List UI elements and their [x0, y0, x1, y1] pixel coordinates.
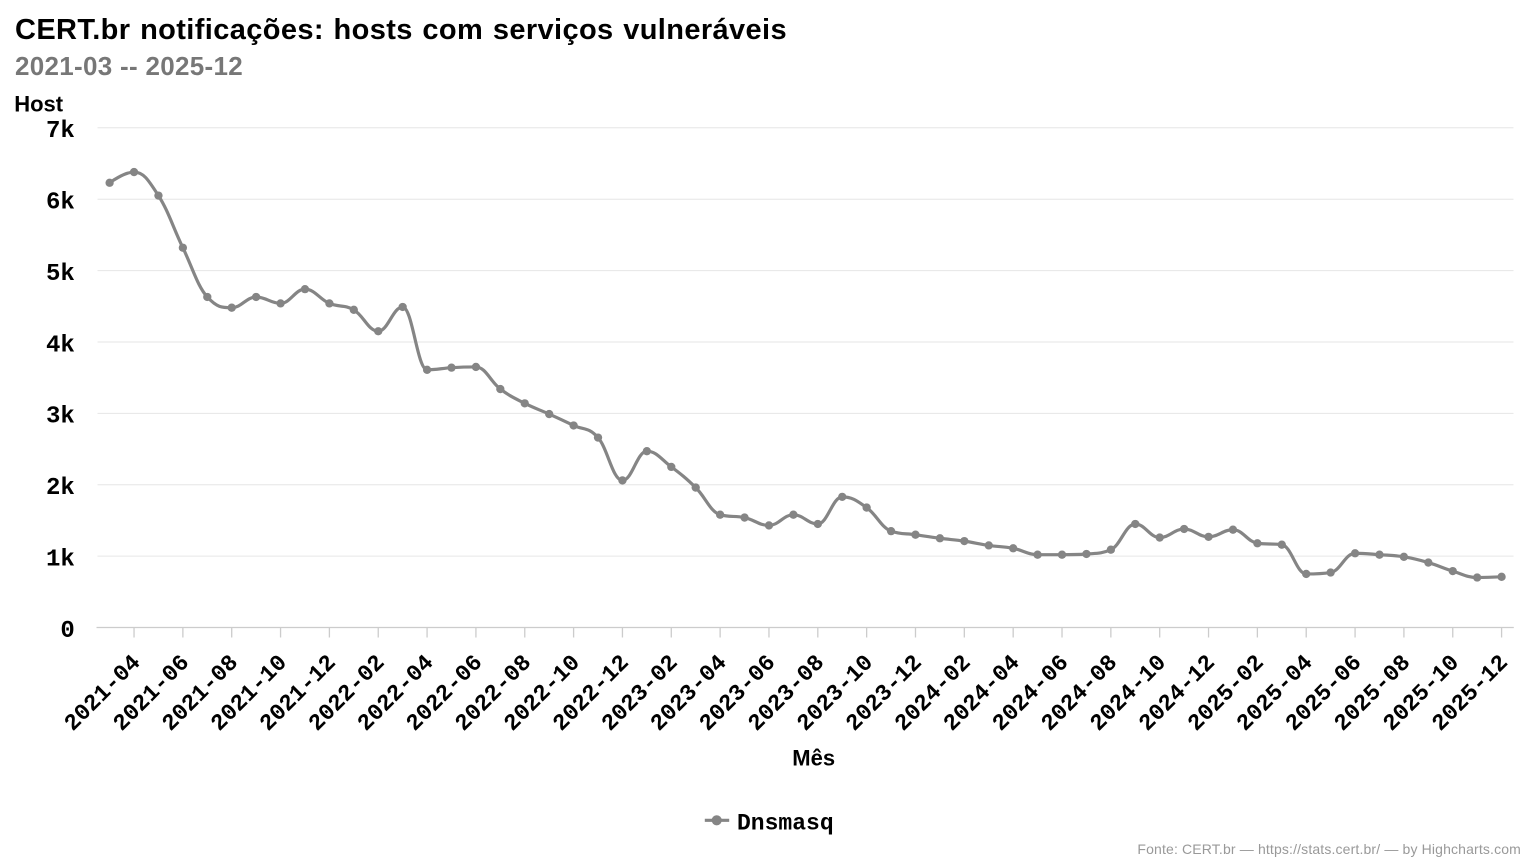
svg-text:5k: 5k [46, 261, 75, 288]
svg-text:0: 0 [60, 618, 74, 645]
svg-text:Host: Host [14, 92, 64, 117]
svg-text:6k: 6k [46, 190, 75, 217]
svg-text:Dnsmasq: Dnsmasq [737, 811, 834, 837]
svg-text:Mês: Mês [792, 745, 835, 770]
svg-text:1k: 1k [46, 547, 75, 574]
svg-text:2021-03 -- 2025-12: 2021-03 -- 2025-12 [15, 51, 243, 81]
svg-text:2k: 2k [46, 475, 75, 502]
svg-text:3k: 3k [46, 404, 75, 431]
svg-text:4k: 4k [46, 332, 75, 359]
svg-text:Fonte: CERT.br — https://stats: Fonte: CERT.br — https://stats.cert.br/ … [1137, 841, 1521, 857]
svg-text:CERT.br notificações: hosts co: CERT.br notificações: hosts com serviços… [15, 14, 787, 46]
svg-text:7k: 7k [46, 118, 75, 145]
